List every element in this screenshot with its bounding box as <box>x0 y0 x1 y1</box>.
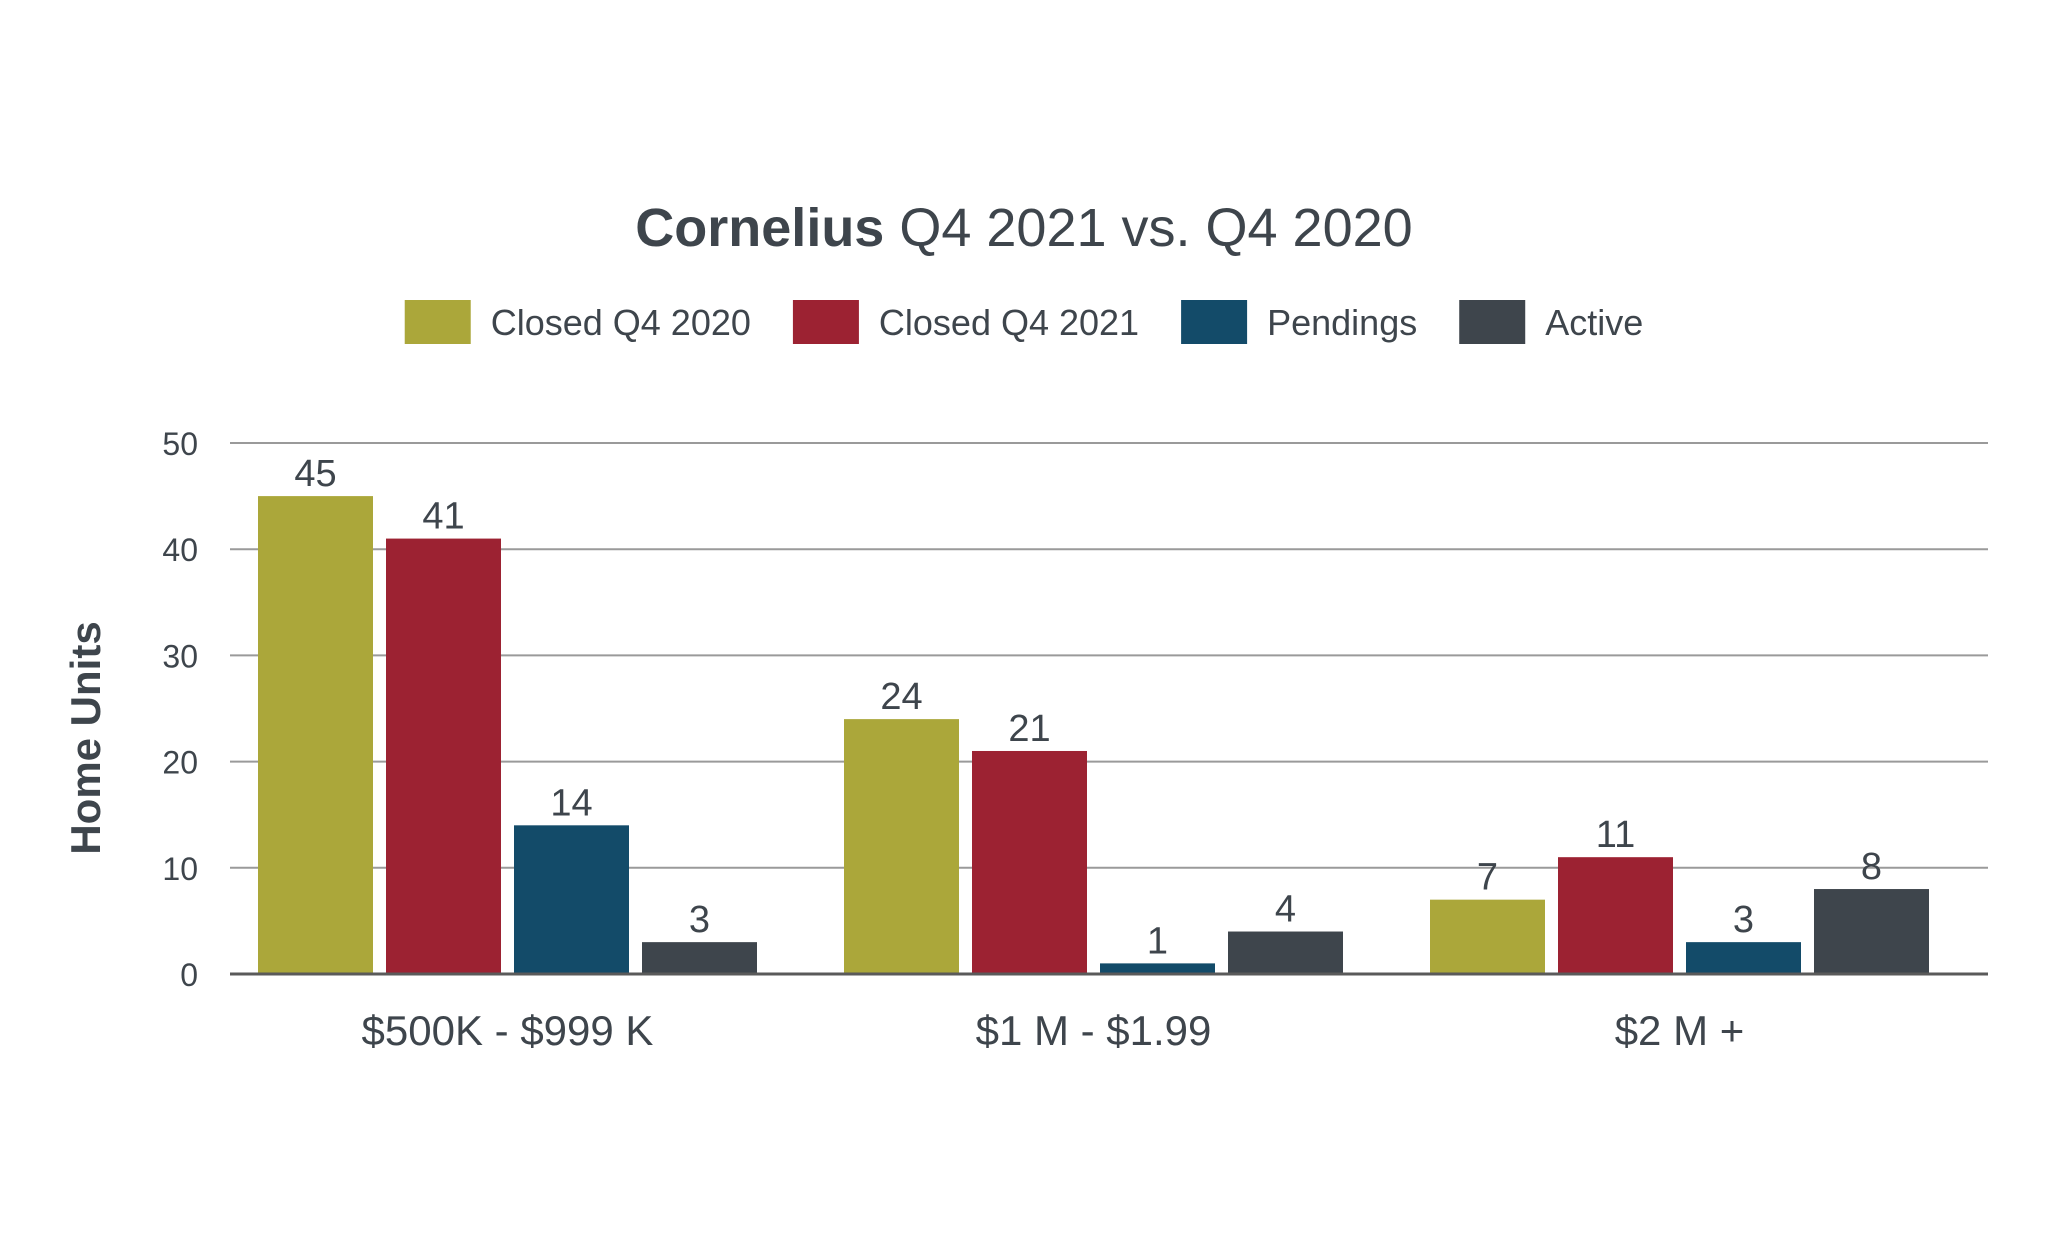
bar-pendings-1 <box>1100 963 1215 974</box>
chart-title-rest: Q4 2021 vs. Q4 2020 <box>884 198 1412 258</box>
bar-active-0 <box>642 942 757 974</box>
bar-value-label: 3 <box>1733 899 1754 941</box>
legend-swatch <box>1459 300 1526 344</box>
bar-active-1 <box>1228 931 1343 974</box>
chart-title-bold: Cornelius <box>635 198 884 258</box>
chart-title: Cornelius Q4 2021 vs. Q4 2020 <box>635 198 1412 258</box>
bar-value-label: 7 <box>1477 857 1498 899</box>
legend-swatch <box>792 300 859 344</box>
bar-closed-q4-2020-2 <box>1430 899 1545 974</box>
bar-closed-q4-2021-0 <box>386 538 501 974</box>
legend-swatch <box>1181 300 1248 344</box>
gridlines <box>230 442 1988 869</box>
y-tick-label: 40 <box>162 532 198 568</box>
legend-label: Closed Q4 2020 <box>491 302 751 343</box>
y-tick-label: 10 <box>162 851 198 887</box>
legend-swatch <box>404 300 471 344</box>
bar-closed-q4-2020-0 <box>258 496 373 974</box>
legend: Closed Q4 2020 Closed Q4 2021 Pendings Acti… <box>404 300 1643 344</box>
y-tick-label: 20 <box>162 745 198 781</box>
bar-closed-q4-2020-1 <box>844 719 959 974</box>
bar-value-label: 8 <box>1861 846 1882 888</box>
bar-value-label: 3 <box>689 899 710 941</box>
bar-value-label: 11 <box>1596 814 1635 856</box>
y-tick-label: 30 <box>162 638 198 674</box>
y-tick-label: 50 <box>162 426 198 462</box>
bar-value-label: 14 <box>550 782 592 824</box>
bar-value-label: 21 <box>1008 708 1050 750</box>
bar-value-label: 41 <box>422 496 464 538</box>
bar-value-label: 24 <box>880 676 922 718</box>
x-category-label: $1 M - $1.99 <box>976 1007 1212 1054</box>
bar-value-label: 4 <box>1275 889 1296 931</box>
x-axis: $500K - $999 K $1 M - $1.99 $2 M + <box>230 972 1988 1054</box>
bar-pendings-2 <box>1686 942 1801 974</box>
bar-value-label: 1 <box>1147 920 1168 962</box>
bar-pendings-0 <box>514 825 629 974</box>
bar-closed-q4-2021-2 <box>1558 857 1673 974</box>
y-tick-label: 0 <box>180 957 198 993</box>
x-category-label: $500K - $999 K <box>362 1007 654 1054</box>
y-axis: 0 10 20 30 40 50 <box>162 426 198 993</box>
bar-active-2 <box>1814 889 1929 974</box>
bar-value-label: 45 <box>294 453 336 495</box>
legend-label: Pendings <box>1267 302 1417 343</box>
bar-closed-q4-2021-1 <box>972 750 1087 974</box>
y-axis-label: Home Units <box>62 621 109 854</box>
x-category-label: $2 M + <box>1615 1007 1745 1054</box>
legend-label: Active <box>1545 302 1643 343</box>
legend-label: Closed Q4 2021 <box>879 302 1139 343</box>
